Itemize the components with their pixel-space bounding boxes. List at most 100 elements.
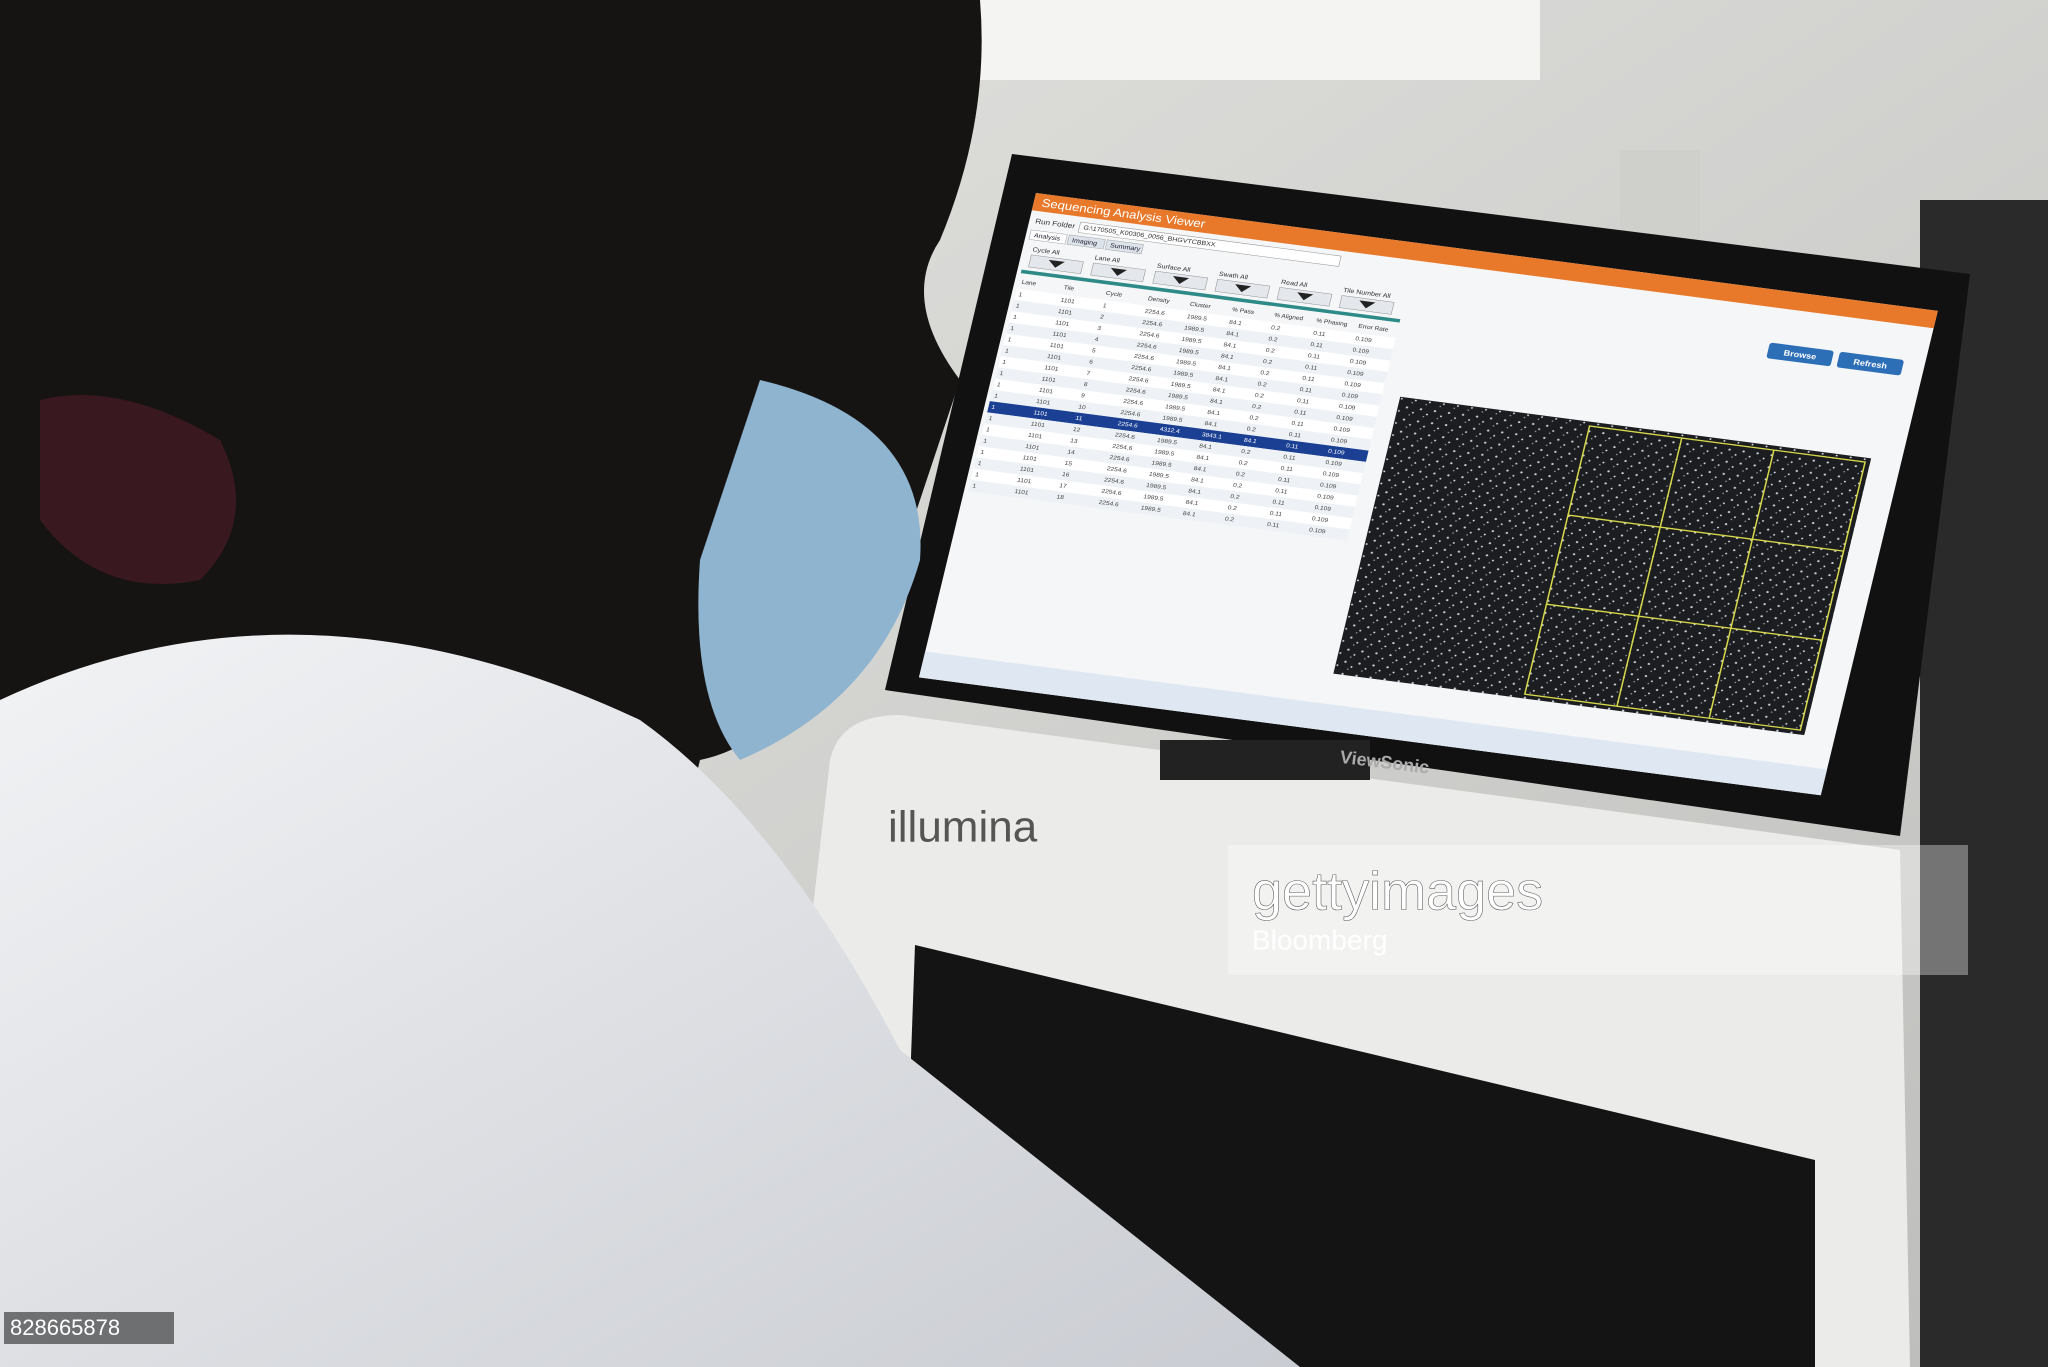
table-cell: 9	[1080, 393, 1086, 400]
table-cell: 2254.6	[1136, 342, 1158, 351]
button-label: Browse	[1783, 348, 1818, 361]
filter-label: Lane All	[1094, 255, 1121, 265]
table-cell: 18	[1056, 494, 1065, 501]
table-cell: 0.11	[1307, 353, 1321, 361]
table-cell: 0.109	[1355, 336, 1373, 345]
table-cell: 2254.6	[1101, 488, 1123, 497]
table-cell: 2254.6	[1125, 387, 1147, 396]
table-cell: 1101	[1052, 331, 1068, 339]
dropdown-arrow	[1110, 267, 1127, 276]
filter-label: Surface All	[1156, 263, 1192, 274]
run-folder-field[interactable]	[1077, 221, 1342, 267]
table-cell: 1101	[1019, 466, 1035, 474]
table-cell: 2254.6	[1109, 454, 1131, 463]
table-row[interactable]	[981, 423, 1364, 485]
table-row[interactable]	[997, 356, 1380, 417]
table-cell: 1	[999, 370, 1005, 377]
table-row[interactable]	[1006, 322, 1388, 384]
button-label: Refresh	[1852, 357, 1888, 370]
table-cell: 0.2	[1238, 460, 1249, 468]
table-cell: 84.1	[1226, 330, 1241, 338]
table-cell: 84.1	[1209, 398, 1224, 406]
table-cell: 1101	[1025, 443, 1041, 451]
table-cell: 0.109	[1341, 392, 1359, 401]
tab[interactable]	[1104, 239, 1144, 255]
table-cell: 2254.6	[1128, 376, 1150, 385]
dropdown-arrow	[1359, 300, 1376, 309]
dropdown-arrow	[1048, 259, 1065, 268]
table-cell: 0.2	[1257, 381, 1268, 389]
table-row[interactable]	[1011, 299, 1394, 361]
button[interactable]	[1766, 342, 1834, 367]
table-cell: 4	[1094, 336, 1100, 343]
table-row[interactable]	[978, 434, 1361, 496]
table-cell: 84.1	[1212, 387, 1227, 395]
table-row[interactable]	[968, 479, 1350, 541]
table-cell: 0.2	[1249, 415, 1260, 423]
table-row[interactable]	[987, 401, 1369, 462]
dropdown-arrow	[1235, 284, 1252, 293]
watermark-box	[1228, 845, 1968, 975]
table-cell: 0.2	[1232, 482, 1243, 490]
table-cell: 1101	[1060, 297, 1076, 305]
table-cell: 1	[980, 449, 986, 456]
watermark-brand: gettyimages	[1252, 861, 1543, 921]
filter-label: Swath All	[1218, 271, 1249, 281]
table-row[interactable]	[973, 457, 1356, 519]
table-cell: 84.1	[1243, 437, 1258, 445]
table-row[interactable]	[992, 378, 1375, 440]
table-cell: 0.11	[1312, 330, 1326, 338]
table-cell: 1989.5	[1181, 336, 1203, 345]
table-row[interactable]	[1003, 333, 1385, 395]
table-cell: 1	[1004, 348, 1010, 355]
button[interactable]	[1836, 352, 1904, 376]
table-cell: 1101	[1057, 308, 1073, 316]
table-cell: 1989.5	[1154, 449, 1176, 458]
tab[interactable]	[1028, 229, 1068, 245]
table-cell: 84.1	[1215, 375, 1230, 383]
table-cell: 84.1	[1217, 364, 1232, 372]
table-cell: 84.1	[1223, 342, 1238, 350]
table-cell: 84.1	[1228, 319, 1243, 327]
watermark-credit: Bloomberg	[1252, 924, 1387, 955]
table-row[interactable]	[989, 389, 1372, 451]
table-cell: 0.2	[1227, 505, 1238, 513]
table-cell: 16	[1061, 471, 1070, 478]
table-cell: 2	[1099, 314, 1105, 321]
table-cell: 0.2	[1246, 426, 1257, 434]
table-header: Density	[1147, 296, 1171, 305]
table-cell: 0.11	[1277, 476, 1291, 484]
table-row[interactable]	[976, 446, 1358, 507]
table-cell: 2254.6	[1117, 421, 1139, 430]
table-cell: 2254.6	[1144, 308, 1166, 317]
table-header-band	[1020, 269, 1401, 323]
table-row[interactable]	[1008, 311, 1391, 372]
table-cell: 2254.6	[1139, 331, 1161, 340]
table-cell: 0.11	[1272, 499, 1286, 507]
table-cell: 14	[1067, 449, 1076, 456]
table-cell: 0.2	[1224, 516, 1235, 524]
table-row[interactable]	[1000, 344, 1383, 406]
table-cell: 84.1	[1190, 477, 1205, 485]
tab[interactable]	[1066, 234, 1106, 250]
table-cell: 1101	[1027, 432, 1043, 440]
table-cell: 0.109	[1308, 527, 1326, 536]
table-cell: 84.1	[1185, 499, 1200, 507]
table-cell: 84.1	[1198, 443, 1213, 451]
lab-coat	[0, 634, 1300, 1367]
title-bar	[1031, 193, 1938, 329]
table-row[interactable]	[984, 412, 1366, 474]
table-row[interactable]	[970, 468, 1353, 530]
table-row[interactable]	[1014, 288, 1396, 350]
table-cell: 0.2	[1260, 370, 1271, 378]
filter-label: Read All	[1280, 279, 1308, 289]
table-cell: 1989.5	[1143, 494, 1165, 503]
table-cell: 1	[1012, 314, 1018, 321]
table-cell: 2254.6	[1141, 319, 1163, 328]
table-row[interactable]	[995, 367, 1377, 429]
hair-tie	[40, 395, 236, 584]
table-cell: 1	[1010, 325, 1016, 332]
table-cell: 1101	[1030, 421, 1046, 429]
table-cell: 0.2	[1268, 336, 1279, 344]
table-cell: 0.11	[1304, 364, 1318, 372]
